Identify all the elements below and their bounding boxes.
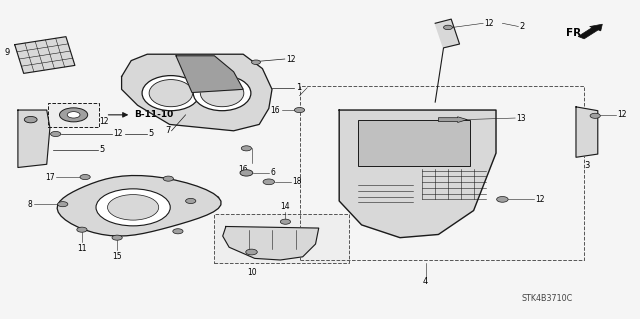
Text: 6: 6 bbox=[270, 168, 275, 177]
Polygon shape bbox=[339, 110, 496, 238]
Bar bbox=[214, 214, 349, 263]
Circle shape bbox=[280, 219, 291, 224]
Circle shape bbox=[112, 235, 122, 240]
Text: 2: 2 bbox=[520, 22, 525, 31]
Text: 1: 1 bbox=[296, 83, 301, 92]
Bar bbox=[358, 120, 470, 166]
Circle shape bbox=[77, 227, 87, 232]
Text: 7: 7 bbox=[165, 126, 170, 135]
Polygon shape bbox=[435, 19, 460, 48]
Polygon shape bbox=[15, 37, 75, 73]
Text: 12: 12 bbox=[617, 110, 627, 119]
Text: 16: 16 bbox=[238, 165, 248, 174]
Circle shape bbox=[67, 112, 80, 118]
Text: 12: 12 bbox=[286, 55, 296, 63]
Circle shape bbox=[163, 176, 173, 181]
Polygon shape bbox=[176, 56, 243, 93]
Polygon shape bbox=[576, 107, 598, 157]
Text: 14: 14 bbox=[280, 202, 291, 211]
Ellipse shape bbox=[193, 76, 251, 111]
Circle shape bbox=[80, 174, 90, 180]
Polygon shape bbox=[18, 110, 50, 167]
Ellipse shape bbox=[149, 80, 193, 107]
Bar bbox=[300, 86, 584, 260]
Text: 15: 15 bbox=[112, 252, 122, 261]
Text: FR.: FR. bbox=[566, 27, 586, 38]
Circle shape bbox=[252, 60, 260, 64]
Circle shape bbox=[186, 198, 196, 204]
Text: 17: 17 bbox=[45, 173, 54, 182]
Text: 12: 12 bbox=[99, 117, 109, 126]
Text: STK4B3710C: STK4B3710C bbox=[522, 294, 573, 303]
Text: 11: 11 bbox=[77, 244, 86, 253]
Circle shape bbox=[58, 202, 68, 207]
Text: 18: 18 bbox=[292, 177, 302, 186]
Circle shape bbox=[241, 146, 252, 151]
Text: 5: 5 bbox=[99, 145, 104, 154]
Text: 8: 8 bbox=[28, 200, 32, 209]
FancyArrow shape bbox=[438, 117, 467, 122]
Ellipse shape bbox=[200, 80, 244, 107]
Polygon shape bbox=[57, 175, 221, 236]
Circle shape bbox=[263, 179, 275, 185]
Text: 10: 10 bbox=[246, 268, 257, 277]
Polygon shape bbox=[122, 54, 272, 131]
Text: 12: 12 bbox=[113, 130, 123, 138]
Text: 3: 3 bbox=[584, 161, 589, 170]
Bar bbox=[48, 103, 99, 127]
FancyArrow shape bbox=[578, 24, 602, 39]
Circle shape bbox=[497, 197, 508, 202]
Circle shape bbox=[294, 108, 305, 113]
Text: 12: 12 bbox=[484, 19, 494, 28]
Circle shape bbox=[246, 249, 257, 255]
Circle shape bbox=[96, 189, 170, 226]
Circle shape bbox=[60, 108, 88, 122]
Text: 5: 5 bbox=[148, 130, 154, 138]
Circle shape bbox=[444, 25, 452, 30]
Text: 12: 12 bbox=[536, 195, 545, 204]
Circle shape bbox=[240, 170, 253, 176]
Text: 16: 16 bbox=[270, 106, 280, 115]
Circle shape bbox=[590, 113, 600, 118]
Ellipse shape bbox=[142, 76, 200, 111]
Circle shape bbox=[173, 229, 183, 234]
Text: 9: 9 bbox=[4, 48, 10, 57]
Circle shape bbox=[108, 195, 159, 220]
Circle shape bbox=[24, 116, 37, 123]
Text: 13: 13 bbox=[516, 114, 526, 122]
Text: B-11-10: B-11-10 bbox=[134, 110, 173, 119]
Polygon shape bbox=[223, 226, 319, 260]
Text: 4: 4 bbox=[423, 277, 428, 286]
Circle shape bbox=[51, 131, 61, 137]
